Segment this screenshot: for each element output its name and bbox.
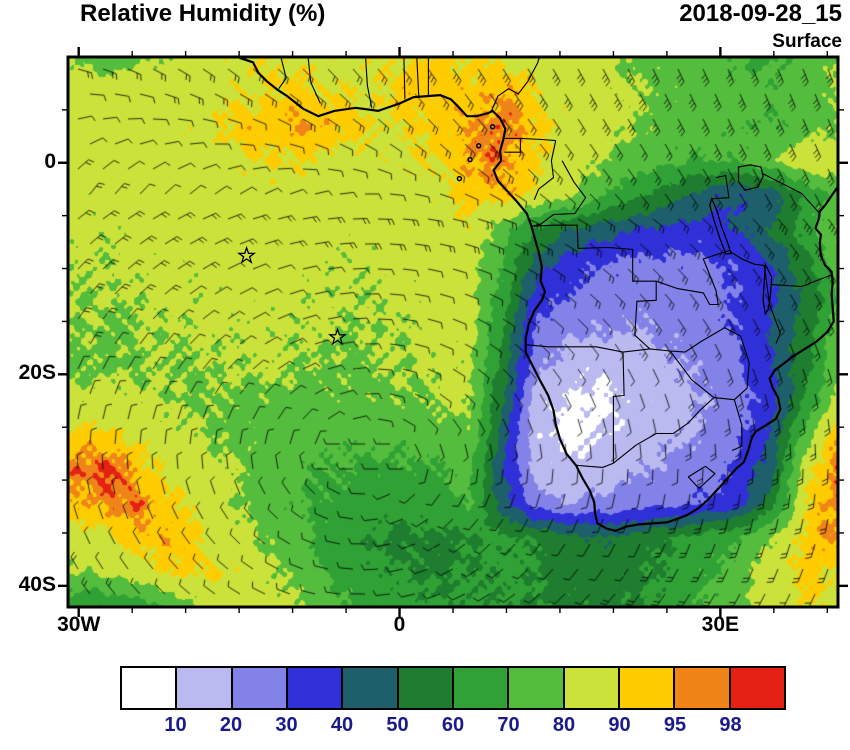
colorbar-cell-9 — [564, 668, 620, 708]
colorbar-cell-2 — [177, 668, 233, 708]
colorbar-cell-1 — [122, 668, 178, 708]
y-axis-label-20S: 20S — [18, 361, 56, 385]
y-axis-label-0: 0 — [44, 149, 56, 173]
x-axis-label-0: 0 — [393, 613, 406, 636]
colorbar-label-50: 50 — [386, 714, 409, 736]
colorbar-cell-12 — [730, 668, 784, 708]
colorbar-cell-5 — [343, 668, 399, 708]
colorbar — [120, 666, 786, 710]
colorbar-cell-4 — [287, 668, 344, 708]
x-axis-label-30E: 30E — [701, 613, 740, 636]
colorbar-label-70: 70 — [497, 714, 520, 736]
colorbar-label-80: 80 — [552, 714, 576, 736]
colorbar-label-90: 90 — [608, 714, 631, 736]
humidity-field-canvas — [68, 57, 838, 607]
x-axis-label-30W: 30W — [57, 613, 101, 636]
level-label: Surface — [772, 31, 842, 52]
colorbar-cell-6 — [398, 668, 454, 708]
colorbar-label-98: 98 — [719, 714, 742, 736]
colorbar-label-60: 60 — [441, 714, 465, 736]
valid-time-label: 2018-09-28_15 — [679, 0, 842, 27]
colorbar-label-10: 10 — [164, 714, 187, 736]
colorbar-cell-8 — [509, 668, 565, 708]
colorbar-cell-3 — [232, 668, 288, 708]
colorbar-cell-11 — [675, 668, 731, 708]
colorbar-cell-10 — [619, 668, 676, 708]
colorbar-cell-7 — [453, 668, 510, 708]
colorbar-label-40: 40 — [330, 714, 354, 736]
colorbar-label-20: 20 — [219, 714, 243, 736]
colorbar-label-30: 30 — [275, 714, 298, 736]
page-title: Relative Humidity (%) — [80, 0, 326, 27]
y-axis-label-40S: 40S — [18, 572, 56, 596]
colorbar-label-95: 95 — [663, 714, 687, 736]
